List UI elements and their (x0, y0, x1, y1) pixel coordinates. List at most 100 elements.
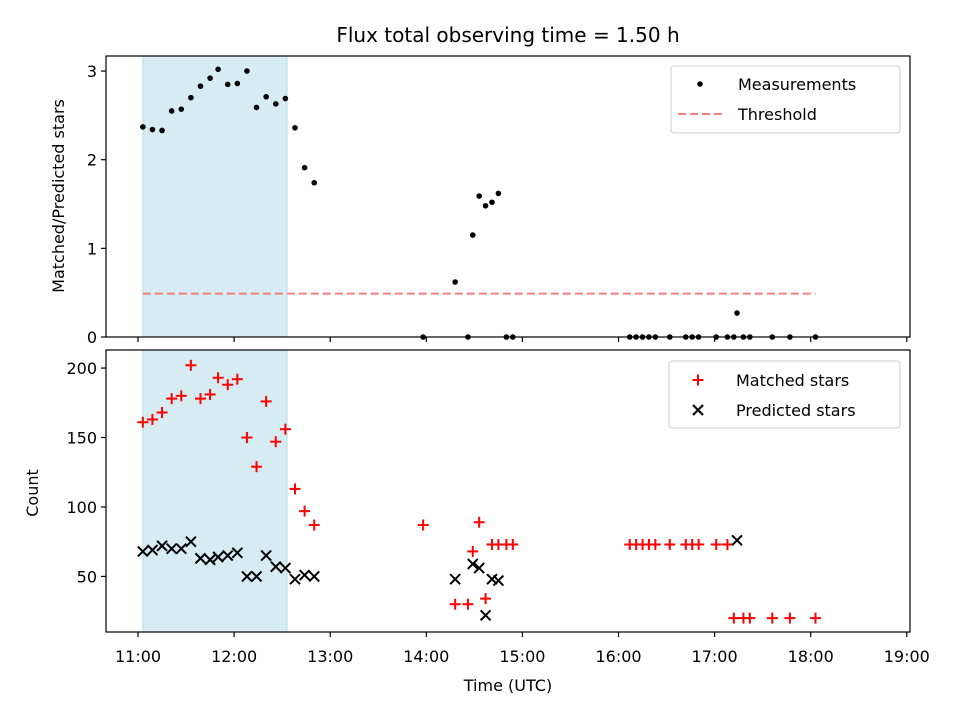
measurement-point (734, 310, 740, 316)
matched-star-point (299, 505, 311, 517)
measurement-point (489, 199, 495, 206)
plot-frame (105, 55, 911, 338)
x-stroke-b (289, 573, 301, 585)
matched-star-point (308, 519, 320, 531)
matched-star-point (231, 373, 243, 385)
x-tick-label: 16:00 (595, 647, 641, 666)
matched-star-point (710, 538, 722, 550)
x-stroke-b (194, 552, 207, 565)
matched-star-point (194, 393, 206, 405)
bottom-y-axis-label: Count (23, 469, 42, 517)
matched-star-point (467, 545, 479, 557)
predicted-star-point (185, 535, 197, 548)
predicted-star-point (492, 574, 505, 587)
top-y-axis-label: Matched/Predicted stars (49, 99, 68, 293)
y-tick-label: 150 (66, 429, 97, 448)
observing-window-shade (142, 349, 288, 633)
measurement-point (469, 232, 476, 238)
bottom-plot-panel: 50 100 150 200 11:00 12:00 13:00 14:00 15:00 16:0… (66, 349, 930, 666)
measurement-point (292, 125, 298, 131)
matched-star-point (449, 598, 461, 610)
measurement-point (272, 101, 279, 107)
matched-star-point (473, 516, 485, 528)
x-stroke-b (231, 547, 244, 559)
chart-title: Flux total observing time = 1.50 h (336, 23, 679, 47)
legend-box (670, 65, 901, 134)
predicted-star-point (212, 551, 224, 563)
legend: Measurements Threshold (670, 65, 901, 134)
x-tick-label: 13:00 (307, 647, 353, 666)
legend-x-b (692, 404, 704, 416)
measurement-point (476, 193, 482, 199)
legend: Matched stars Predicted stars (668, 360, 901, 429)
predicted-star-point (298, 569, 311, 581)
x-stroke-b (204, 554, 216, 566)
measurement-point (253, 104, 260, 111)
predicted-star-point (289, 573, 301, 585)
matched-star-point (279, 423, 291, 435)
matched-star-point (156, 407, 168, 419)
predicted-star-point (260, 549, 272, 562)
y-tick-label: 1 (87, 239, 97, 258)
x-stroke-b (156, 540, 168, 552)
matched-star-point (784, 612, 796, 624)
matched-star-point (166, 393, 178, 405)
x-stroke-b (222, 549, 234, 562)
predicted-star-point (231, 547, 244, 559)
series-predicted-stars (137, 534, 743, 622)
matched-star-point (721, 538, 733, 550)
x-tick-label: 11:00 (115, 647, 161, 666)
y-tick-label: 50 (77, 567, 97, 586)
matched-star-point (185, 359, 197, 371)
x-stroke-b (241, 570, 253, 583)
matched-star-point (810, 612, 822, 624)
matched-star-point (507, 538, 519, 550)
measurement-point (311, 179, 318, 186)
matched-star-point (204, 388, 216, 400)
measurement-point (482, 203, 489, 209)
legend-dot-marker (697, 81, 703, 87)
matched-star-point (251, 461, 263, 473)
x-tick-label: 17:00 (692, 647, 738, 666)
matched-star-point (146, 413, 158, 425)
matched-star-point (260, 395, 272, 407)
x-stroke-b (479, 609, 492, 622)
legend-label: Predicted stars (736, 401, 856, 420)
observing-window-shade (142, 55, 288, 338)
y-tick-label: 3 (87, 62, 97, 81)
measurement-point (301, 164, 308, 171)
matched-star-point (766, 612, 778, 624)
measurement-point (263, 93, 269, 100)
x-tick-label: 15:00 (499, 647, 545, 666)
x-stroke-b (250, 570, 263, 583)
predicted-star-point (308, 570, 320, 583)
matched-star-point (728, 612, 740, 624)
predicted-star-point (479, 609, 492, 622)
top-plot-panel: 0 1 2 3 Measurements Threshold (87, 55, 911, 347)
predicted-star-point (165, 542, 178, 555)
matched-star-point (222, 379, 234, 391)
x-stroke-b (308, 570, 320, 583)
measurement-point (149, 126, 156, 133)
legend-label: Measurements (738, 75, 856, 94)
matched-star-point (649, 538, 661, 550)
measurement-point (188, 94, 194, 101)
x-stroke-b (270, 561, 282, 573)
matched-star-point (175, 390, 187, 402)
predicted-star-point (175, 542, 187, 555)
measurement-point (234, 80, 241, 87)
predicted-star-point (250, 570, 263, 583)
measurement-point (224, 81, 231, 88)
predicted-star-point (146, 544, 159, 556)
matched-star-point (137, 416, 149, 428)
legend-label: Threshold (737, 105, 817, 124)
x-stroke-b (137, 545, 149, 558)
x-stroke-b (165, 542, 178, 555)
measurement-point (207, 75, 213, 81)
matched-star-point (664, 538, 676, 550)
x-stroke-b (175, 542, 187, 555)
x-tick-label: 18:00 (788, 647, 834, 666)
matched-star-point (417, 519, 429, 531)
x-stroke-b (146, 544, 159, 556)
y-tick-label: 200 (66, 359, 97, 378)
